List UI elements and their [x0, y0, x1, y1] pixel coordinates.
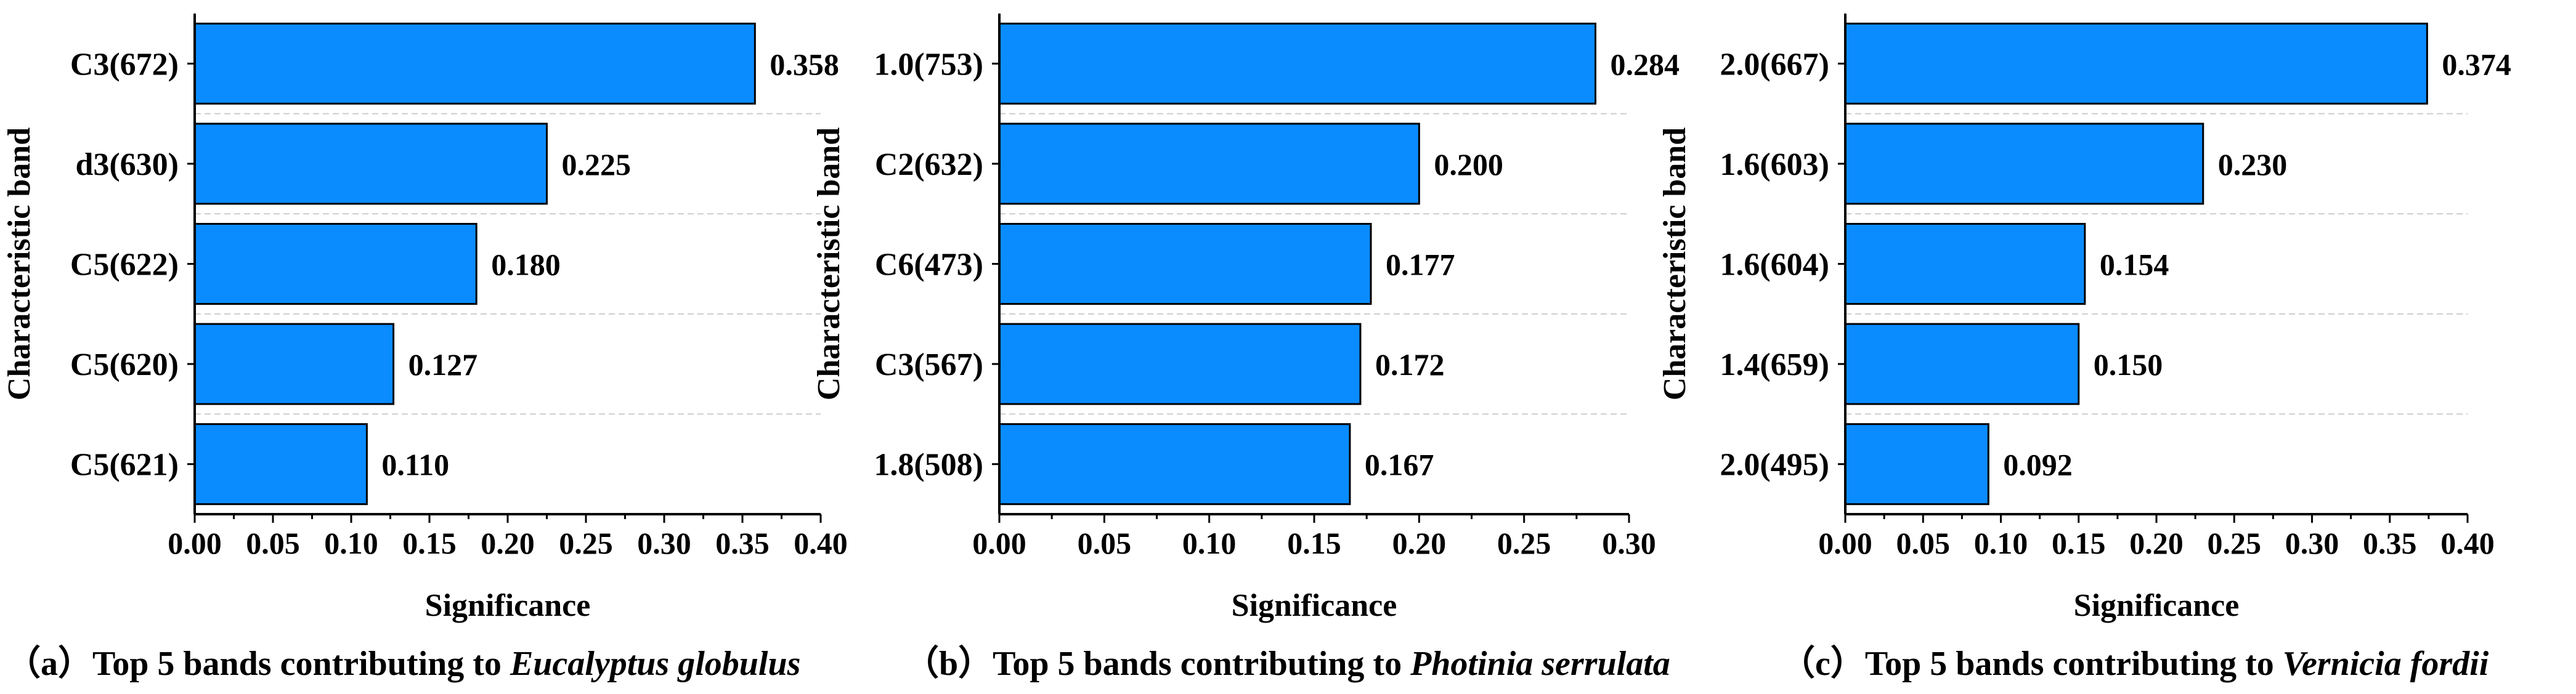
x-axis-title: Significance [2074, 588, 2240, 623]
bar [193, 22, 756, 105]
caption-c-prefix: （c）Top 5 bands contributing to [1781, 645, 2283, 683]
category-label: 1.8(508) [874, 448, 983, 483]
x-tick-label: 0.20 [2129, 526, 2184, 560]
value-label: 0.154 [2100, 248, 2169, 282]
value-label: 0.180 [491, 248, 561, 282]
caption-c: （c）Top 5 bands contributing to Vernicia … [1781, 635, 2489, 685]
caption-b-prefix: （b）Top 5 bands contributing to [904, 645, 1411, 683]
x-tick-label: 0.40 [794, 526, 848, 560]
value-label: 0.150 [2094, 347, 2163, 382]
x-tick-label: 0.00 [972, 526, 1026, 560]
value-label: 0.230 [2218, 147, 2288, 182]
x-tick-label: 0.05 [1078, 526, 1132, 560]
caption-b: （b）Top 5 bands contributing to Photinia … [904, 635, 1670, 685]
value-label: 0.092 [2003, 448, 2073, 482]
value-label: 0.172 [1375, 347, 1445, 382]
category-label: C5(622) [70, 248, 179, 283]
caption-a-species: Eucalyptus globulus [510, 645, 801, 683]
x-tick-label: 0.10 [324, 526, 378, 560]
bar [1844, 323, 2080, 405]
x-tick-label: 0.00 [1818, 526, 1872, 560]
bar [193, 423, 368, 506]
x-tick-label: 0.20 [481, 526, 535, 560]
category-label: 1.6(604) [1720, 248, 1829, 283]
x-tick-label: 0.10 [1974, 526, 2028, 560]
bar [998, 423, 1351, 506]
x-tick-label: 0.25 [559, 526, 613, 560]
bar [998, 223, 1372, 305]
x-tick-label: 0.15 [1287, 526, 1341, 560]
category-label: C5(621) [70, 448, 179, 483]
x-axis-title: Significance [1232, 588, 1397, 623]
bar [998, 323, 1362, 405]
x-tick-label: 0.15 [402, 526, 457, 560]
x-tick-label: 0.25 [1497, 526, 1551, 560]
x-tick-label: 0.15 [2052, 526, 2106, 560]
category-label: C3(567) [875, 347, 983, 382]
value-label: 0.200 [1434, 147, 1503, 182]
x-tick-label: 0.40 [2440, 526, 2495, 560]
category-label: 1.0(753) [874, 47, 983, 82]
category-label: C6(473) [875, 248, 983, 283]
category-label: d3(630) [75, 147, 179, 182]
y-axis-title: Characteristic band [811, 127, 847, 400]
x-tick-label: 0.00 [168, 526, 222, 560]
x-tick-label: 0.35 [2363, 526, 2417, 560]
x-tick-label: 0.05 [1896, 526, 1951, 560]
chart-panel-b: 0.284 1.0(753) 0.200 C2(632) 0.177 C6(473) 0.1… [811, 14, 1680, 623]
y-axis-title: Characteristic band [1657, 127, 1692, 400]
x-tick-label: 0.30 [637, 526, 691, 560]
bar [1844, 423, 1989, 506]
value-label: 0.110 [381, 448, 449, 482]
x-tick-label: 0.30 [2285, 526, 2339, 560]
x-tick-label: 0.35 [715, 526, 770, 560]
value-label: 0.284 [1610, 47, 1680, 81]
caption-b-species: Photinia serrulata [1410, 645, 1670, 683]
category-label: C2(632) [875, 147, 983, 182]
y-axis-title: Characteristic band [2, 127, 37, 400]
bar [193, 223, 477, 305]
bar [998, 22, 1596, 105]
bar [1844, 223, 2086, 305]
value-label: 0.358 [770, 47, 839, 81]
value-label: 0.167 [1365, 448, 1434, 482]
bar [193, 323, 395, 405]
value-label: 0.127 [408, 347, 478, 382]
x-tick-label: 0.10 [1182, 526, 1237, 560]
value-label: 0.225 [562, 147, 632, 182]
x-tick-label: 0.25 [2208, 526, 2262, 560]
x-tick-label: 0.30 [1602, 526, 1656, 560]
category-label: C5(620) [70, 347, 179, 382]
caption-a: （a）Top 5 bands contributing to Eucalyptu… [6, 635, 800, 685]
caption-a-prefix: （a）Top 5 bands contributing to [6, 645, 510, 683]
bar [193, 123, 548, 205]
category-label: 2.0(667) [1720, 47, 1829, 82]
x-tick-label: 0.20 [1392, 526, 1447, 560]
chart-panel-c: 0.374 2.0(667) 0.230 1.6(603) 0.154 1.6(604) 0… [1657, 14, 2511, 623]
category-label: 2.0(495) [1720, 448, 1829, 483]
bar [1844, 123, 2204, 205]
x-tick-label: 0.05 [246, 526, 300, 560]
category-label: 1.4(659) [1720, 347, 1829, 382]
category-label: 1.6(603) [1720, 147, 1829, 182]
category-label: C3(672) [70, 47, 179, 82]
value-label: 0.374 [2442, 47, 2511, 81]
bar [1844, 22, 2428, 105]
value-label: 0.177 [1386, 248, 1455, 282]
caption-c-species: Vernicia fordii [2282, 645, 2489, 683]
chart-panel-a: 0.358 C3(672) 0.225 d3(630) 0.180 C5(622) 0.12… [2, 14, 848, 623]
x-axis-title: Significance [425, 588, 591, 623]
bar [998, 123, 1420, 205]
